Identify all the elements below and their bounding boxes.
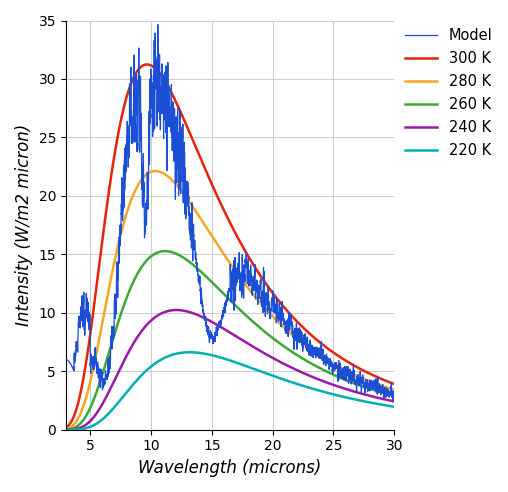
Line: 300 K: 300 K — [66, 64, 394, 428]
300 K — [63, 425, 69, 430]
260 K — [382, 390, 388, 396]
220 K — [382, 402, 388, 408]
Y-axis label: Intensity (W/m2 micron): Intensity (W/m2 micron) — [15, 124, 33, 326]
260 K — [223, 293, 229, 299]
280 K — [382, 384, 388, 390]
240 K — [382, 397, 388, 402]
Model — [155, 22, 161, 28]
X-axis label: Wavelength (microns): Wavelength (microns) — [139, 459, 322, 477]
220 K — [382, 402, 388, 408]
220 K — [63, 427, 69, 432]
Model — [276, 312, 282, 318]
280 K — [391, 387, 397, 393]
300 K — [322, 343, 328, 349]
280 K — [63, 426, 69, 432]
Line: 220 K: 220 K — [66, 352, 394, 430]
220 K — [186, 349, 193, 355]
220 K — [391, 404, 397, 410]
Line: 240 K: 240 K — [66, 310, 394, 430]
240 K — [63, 427, 69, 432]
Model — [122, 154, 129, 160]
Line: 260 K: 260 K — [66, 251, 394, 430]
Model — [63, 357, 69, 363]
Legend: Model, 300 K, 280 K, 260 K, 240 K, 220 K: Model, 300 K, 280 K, 260 K, 240 K, 220 K — [405, 28, 492, 158]
240 K — [382, 397, 388, 402]
240 K — [322, 379, 328, 385]
Model — [308, 353, 314, 359]
Model — [260, 306, 266, 312]
Model — [390, 398, 396, 403]
280 K — [322, 356, 328, 362]
Model — [188, 245, 195, 251]
260 K — [382, 391, 388, 397]
260 K — [80, 418, 86, 424]
260 K — [322, 368, 328, 373]
Model — [333, 363, 339, 369]
280 K — [80, 405, 86, 411]
300 K — [382, 377, 388, 383]
280 K — [152, 168, 158, 174]
240 K — [391, 399, 397, 404]
280 K — [214, 241, 220, 247]
Line: 280 K: 280 K — [66, 171, 394, 429]
280 K — [382, 384, 388, 390]
260 K — [214, 284, 220, 290]
300 K — [80, 379, 86, 385]
300 K — [223, 211, 229, 217]
220 K — [322, 389, 328, 395]
240 K — [214, 322, 220, 328]
220 K — [223, 356, 229, 362]
300 K — [214, 193, 220, 199]
260 K — [162, 248, 168, 254]
240 K — [173, 307, 179, 313]
300 K — [144, 62, 150, 67]
220 K — [80, 426, 86, 432]
240 K — [80, 424, 86, 430]
260 K — [391, 393, 397, 399]
240 K — [223, 327, 229, 333]
Model — [391, 390, 397, 396]
Line: Model: Model — [66, 25, 394, 400]
260 K — [63, 427, 69, 432]
280 K — [223, 254, 229, 260]
300 K — [391, 381, 397, 387]
220 K — [214, 354, 220, 360]
300 K — [382, 377, 388, 383]
